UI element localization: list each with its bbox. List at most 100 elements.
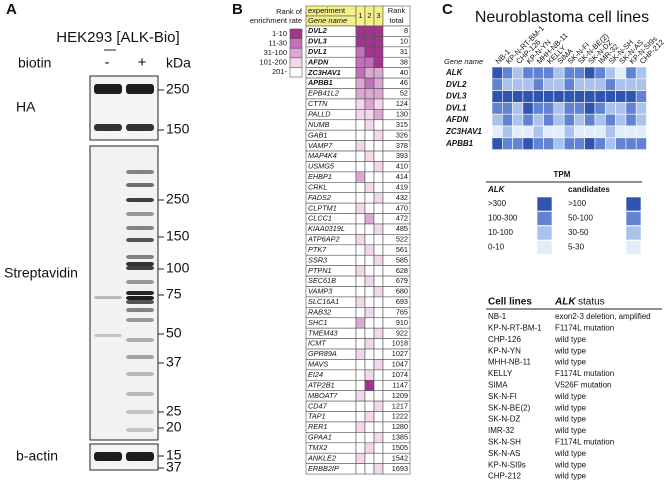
blot-label: Streptavidin	[4, 265, 78, 281]
marker-label: 37	[166, 459, 182, 475]
legend-label: 0-10	[488, 243, 505, 252]
heat-cell	[364, 463, 375, 475]
legend-label: 1-10	[272, 29, 287, 38]
heat-cell	[584, 66, 596, 80]
heat-cell	[563, 78, 575, 91]
heat-cell	[532, 66, 544, 80]
cell-line: MHH-NB-11	[488, 358, 532, 367]
heat-cell	[373, 109, 384, 121]
rank-total: 628	[396, 266, 408, 275]
unit-label: kDa	[166, 55, 191, 71]
heat-cell	[373, 161, 384, 173]
heat-cell	[512, 137, 524, 150]
heat-cell	[604, 137, 616, 150]
heat-cell	[635, 137, 647, 150]
heat-cell	[625, 113, 637, 127]
panel-label: A	[6, 1, 17, 18]
heat-cell	[604, 102, 616, 115]
heat-cell	[364, 452, 375, 464]
rank-total: 910	[396, 318, 408, 327]
panel-label: C	[442, 1, 453, 18]
heat-cell	[355, 442, 366, 454]
heat-cell	[543, 102, 555, 115]
heat-cell	[615, 125, 627, 139]
heat-cell	[355, 317, 366, 329]
heat-cell	[501, 113, 513, 127]
heat-cell	[355, 171, 366, 183]
heat-cell	[615, 90, 627, 103]
legend-label: 201-	[272, 67, 288, 76]
gene-name: RAB32	[308, 307, 331, 316]
heat-cell	[364, 265, 375, 277]
heat-cell	[373, 432, 384, 444]
heat-cell	[543, 137, 555, 150]
heat-cell	[522, 66, 534, 80]
heat-cell	[364, 348, 375, 360]
heat-cell	[373, 327, 384, 339]
heat-cell	[584, 113, 596, 127]
legend-title: Rank of	[276, 7, 303, 16]
heat-cell	[364, 192, 375, 204]
heat-cell	[625, 66, 637, 80]
legend-label: 5-30	[568, 243, 585, 252]
heat-cell	[574, 66, 586, 80]
heat-cell	[355, 369, 366, 381]
lane-label: -	[105, 54, 110, 71]
blot-band	[126, 212, 154, 216]
heat-cell	[373, 56, 384, 68]
blot-label: b-actin	[16, 448, 58, 464]
legend-swatch	[536, 225, 553, 241]
heat-cell	[512, 78, 524, 91]
legend-label: 11-30	[268, 38, 287, 47]
heat-cell	[355, 129, 366, 141]
blot-band	[126, 428, 154, 432]
heat-cell	[373, 98, 384, 110]
marker-label: 50	[166, 325, 182, 341]
heat-cell	[373, 234, 384, 246]
heat-cell	[364, 77, 375, 89]
heat-cell	[355, 234, 366, 246]
rank-total: 470	[396, 203, 408, 212]
rank-total: 378	[396, 141, 408, 150]
heat-cell	[355, 296, 366, 308]
heat-cell	[355, 77, 366, 89]
rank-total: 1385	[392, 433, 408, 442]
gene-name: ANKLE2	[307, 453, 336, 462]
heat-cell	[625, 90, 637, 103]
blot-band	[126, 372, 154, 376]
cell-line: IMR-32	[488, 426, 515, 435]
gene-name: DVL2	[308, 26, 327, 35]
gene-name: EPB41L2	[308, 89, 339, 98]
rank-header: Rank	[388, 6, 406, 15]
heat-cell	[373, 254, 384, 266]
heat-cell	[635, 66, 647, 80]
heat-cell	[364, 98, 375, 110]
heat-cell	[635, 78, 647, 91]
blot-band	[126, 226, 154, 230]
rank-total: 419	[396, 182, 408, 191]
heat-cell	[604, 66, 616, 80]
heat-cell	[364, 317, 375, 329]
gene-name: DVL3	[446, 92, 467, 101]
gene-name: PALLD	[308, 109, 331, 118]
gene-name: AFDN	[445, 115, 468, 124]
heat-cell	[553, 66, 565, 80]
heat-cell	[355, 213, 366, 225]
alk-status: wild type	[554, 403, 587, 412]
alk-status: wild type	[554, 346, 587, 355]
heat-cell	[364, 67, 375, 79]
heat-cell	[364, 223, 375, 235]
alk-status: wild type	[554, 460, 587, 469]
gene-name: TMEM43	[308, 328, 338, 337]
heat-cell	[512, 113, 524, 127]
gene-name: PTK7	[308, 245, 327, 254]
heat-cell	[364, 421, 375, 433]
row-cell	[382, 463, 411, 475]
heat-cell	[364, 88, 375, 100]
rank-total: 1027	[392, 349, 408, 358]
heat-cell	[522, 78, 534, 91]
heat-cell	[491, 66, 503, 80]
heat-cell	[364, 234, 375, 246]
gene-name: AFDN	[307, 57, 329, 66]
heat-cell	[553, 90, 565, 103]
